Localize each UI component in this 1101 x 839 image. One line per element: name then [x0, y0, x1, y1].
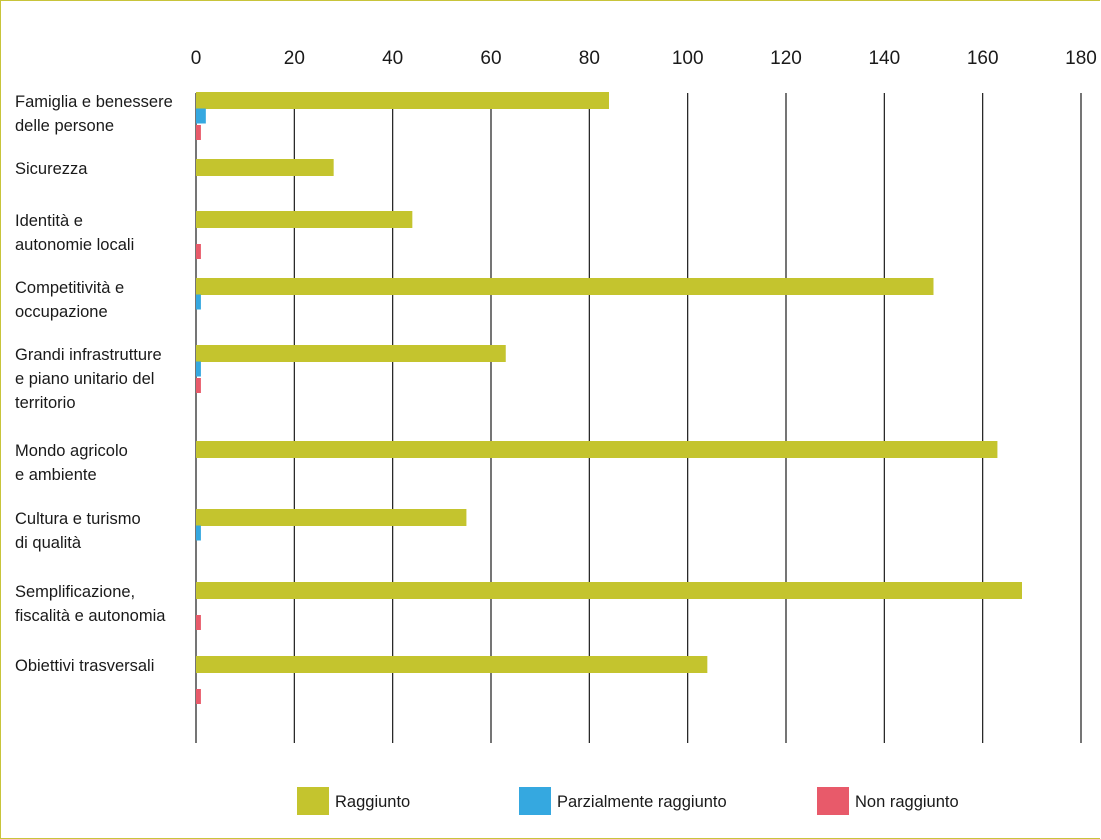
legend-swatch-raggiunto [297, 787, 329, 815]
bar-raggiunto [196, 92, 609, 109]
bar-parzialmente [196, 294, 201, 310]
category-label: Cultura e turismo di qualità [15, 510, 141, 552]
x-tick-label: 40 [382, 48, 403, 69]
category-labels: Famiglia e benessere delle persone Sicurez… [15, 93, 173, 675]
category-label: Identità e autonomie locali [15, 212, 134, 254]
bar-raggiunto [196, 159, 334, 176]
category-label: Famiglia e benessere delle persone [15, 93, 173, 135]
bar-non_raggiunto [196, 125, 201, 140]
bar-parzialmente [196, 525, 201, 541]
bar-raggiunto [196, 211, 413, 228]
x-tick-label: 100 [672, 48, 704, 69]
bar-non_raggiunto [196, 244, 201, 259]
category-label: Competitività e occupazione [15, 279, 124, 321]
bar-parzialmente [196, 108, 206, 124]
legend: Raggiunto Parzialmente raggiunto Non raggi… [297, 787, 959, 815]
category-label: Obiettivi trasversali [15, 657, 154, 675]
grid-lines [195, 93, 1082, 743]
bar-raggiunto [196, 656, 708, 673]
x-tick-label: 140 [868, 48, 900, 69]
x-tick-label: 20 [284, 48, 305, 69]
bars [196, 92, 1022, 704]
x-tick-label: 120 [770, 48, 802, 69]
bar-raggiunto [196, 509, 467, 526]
legend-label: Non raggiunto [855, 793, 959, 811]
bar-raggiunto [196, 582, 1022, 599]
legend-swatch-parzialmente [519, 787, 551, 815]
bar-non_raggiunto [196, 378, 201, 393]
x-tick-label: 80 [579, 48, 600, 69]
bar-raggiunto [196, 345, 506, 362]
category-label: Mondo agricolo e ambiente [15, 442, 128, 484]
x-tick-label: 160 [967, 48, 999, 69]
x-axis-ticks: 0 20 40 60 80 100 120 140 160 180 [191, 48, 1097, 69]
x-tick-label: 0 [191, 48, 202, 69]
bar-raggiunto [196, 278, 934, 295]
bar-non_raggiunto [196, 615, 201, 630]
bar-non_raggiunto [196, 689, 201, 704]
legend-label: Raggiunto [335, 793, 410, 811]
bar-raggiunto [196, 441, 998, 458]
legend-swatch-non_raggiunto [817, 787, 849, 815]
legend-label: Parzialmente raggiunto [557, 793, 727, 811]
category-label: Sicurezza [15, 160, 88, 178]
category-label: Semplificazione, fiscalità e autonomia [15, 583, 166, 625]
x-tick-label: 180 [1065, 48, 1097, 69]
x-tick-label: 60 [480, 48, 501, 69]
category-label: Grandi infrastrutture e piano unitario de… [15, 346, 162, 412]
bar-parzialmente [196, 361, 201, 377]
